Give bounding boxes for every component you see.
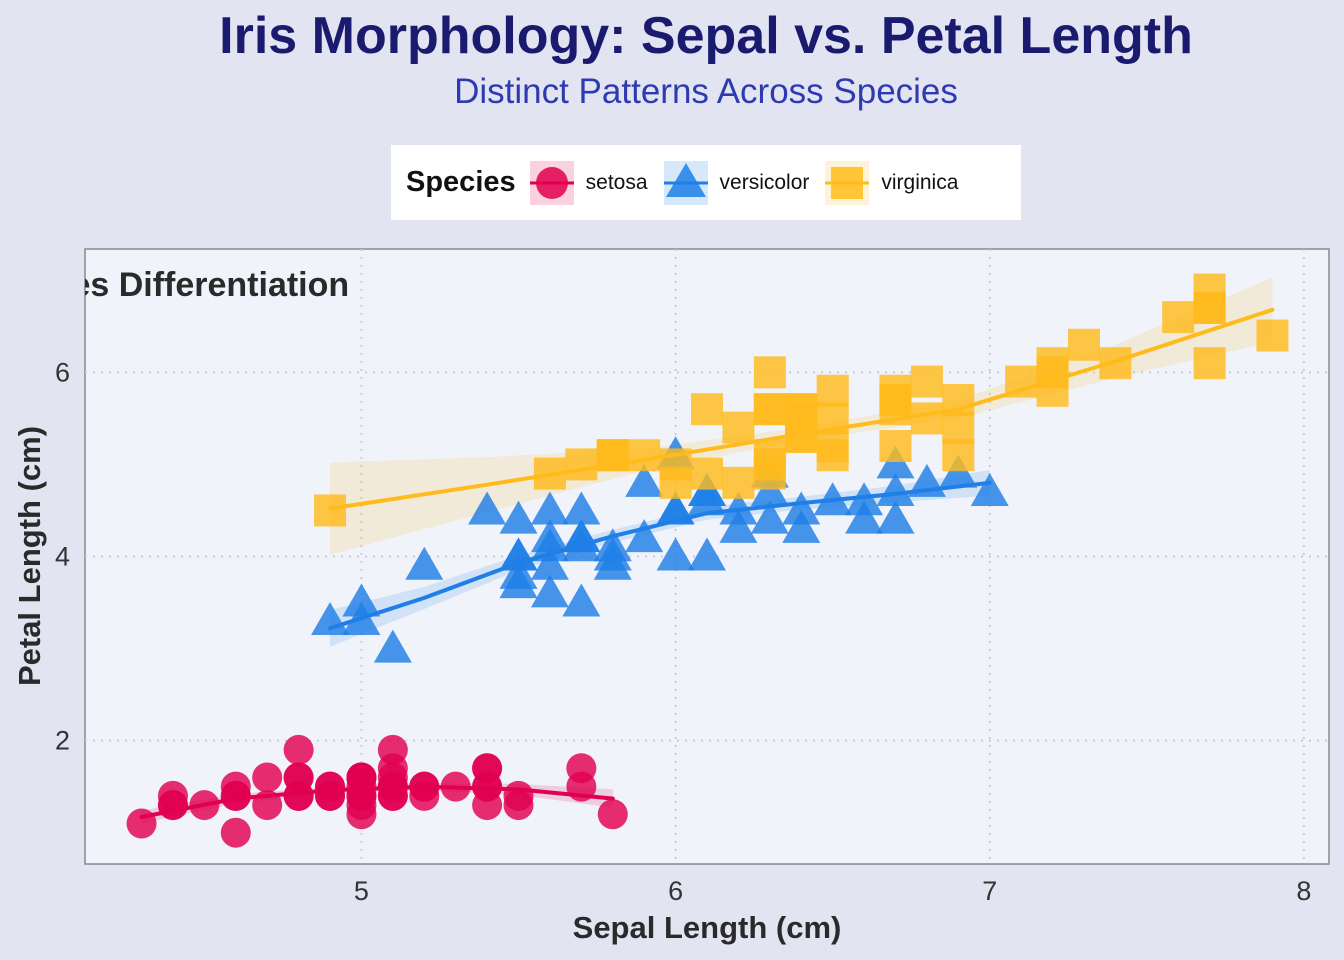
virginica-point bbox=[753, 393, 786, 426]
setosa-point bbox=[283, 734, 314, 765]
versicolor-point bbox=[342, 583, 381, 617]
versicolor-point bbox=[656, 491, 695, 525]
virginica-point bbox=[722, 411, 755, 444]
legend-key-setosa bbox=[529, 160, 574, 205]
versicolor-point bbox=[499, 565, 538, 599]
x-tick-label: 6 bbox=[668, 876, 683, 906]
versicolor-point bbox=[688, 537, 726, 571]
x-tick-label: 7 bbox=[982, 876, 997, 906]
virginica-trend-line bbox=[328, 307, 1275, 511]
virginica-point bbox=[1162, 301, 1195, 334]
setosa-point bbox=[220, 780, 251, 811]
legend-label-virginica: virginica bbox=[881, 170, 959, 194]
setosa-point bbox=[597, 799, 628, 830]
x-axis-label: Sepal Length (cm) bbox=[573, 910, 842, 945]
axis-ticks: 5 6 7 8 2 4 6 bbox=[55, 357, 1311, 906]
virginica-point bbox=[816, 430, 849, 463]
virginica-point bbox=[753, 448, 786, 481]
versicolor-point bbox=[530, 574, 569, 608]
setosa-point bbox=[503, 790, 534, 821]
setosa-trend-line bbox=[139, 784, 615, 819]
versicolor-point bbox=[625, 463, 664, 497]
y-tick-label: 4 bbox=[55, 542, 70, 572]
virginica-point bbox=[691, 457, 723, 490]
virginica-point bbox=[910, 402, 943, 435]
virginica-point bbox=[1256, 319, 1289, 352]
legend-key-virginica bbox=[825, 160, 870, 205]
virginica-point bbox=[879, 430, 912, 463]
virginica-point bbox=[1193, 347, 1226, 380]
versicolor-point bbox=[499, 500, 538, 534]
virginica-point bbox=[722, 466, 755, 499]
virginica-point bbox=[659, 466, 692, 499]
legend-title: Species bbox=[406, 166, 516, 198]
setosa-point bbox=[220, 817, 251, 848]
virginica-point bbox=[785, 402, 818, 435]
chart-subtitle: Distinct Patterns Across Species bbox=[454, 72, 958, 111]
setosa-point bbox=[377, 762, 408, 793]
virginica-point bbox=[879, 383, 912, 416]
versicolor-point bbox=[876, 473, 915, 507]
versicolor-point bbox=[530, 546, 569, 580]
versicolor-point bbox=[970, 473, 1009, 507]
versicolor-point bbox=[876, 500, 915, 534]
virginica-point bbox=[1193, 291, 1226, 324]
y-axis-label: Petal Length (cm) bbox=[12, 426, 47, 686]
virginica-point bbox=[753, 356, 786, 389]
x-tick-label: 5 bbox=[354, 876, 369, 906]
virginica-point bbox=[910, 365, 943, 398]
versicolor-point bbox=[562, 583, 601, 617]
setosa-point bbox=[157, 790, 188, 821]
data-points bbox=[126, 273, 1289, 848]
versicolor-point bbox=[373, 629, 412, 663]
trend-lines bbox=[139, 307, 1275, 819]
versicolor-point bbox=[530, 491, 569, 525]
versicolor-point bbox=[625, 519, 664, 553]
virginica-point bbox=[1067, 328, 1100, 361]
y-tick-label: 6 bbox=[55, 357, 70, 387]
versicolor-point bbox=[750, 500, 789, 534]
setosa-point bbox=[283, 780, 314, 811]
x-tick-label: 8 bbox=[1296, 876, 1311, 906]
versicolor-point bbox=[782, 491, 821, 525]
versicolor-point bbox=[656, 537, 695, 571]
versicolor-point bbox=[468, 491, 507, 525]
virginica-point bbox=[942, 411, 975, 444]
setosa-point bbox=[315, 780, 346, 811]
virginica-point bbox=[942, 439, 975, 472]
setosa-point bbox=[346, 780, 377, 811]
legend-key-versicolor bbox=[663, 160, 708, 205]
versicolor-point bbox=[530, 519, 569, 553]
y-tick-label: 2 bbox=[55, 726, 70, 756]
grid bbox=[85, 249, 1329, 864]
chart-title: Iris Morphology: Sepal vs. Petal Length bbox=[219, 7, 1193, 65]
versicolor-point bbox=[845, 500, 884, 534]
versicolor-point bbox=[593, 537, 632, 571]
setosa-point bbox=[566, 753, 597, 784]
legend-label-versicolor: versicolor bbox=[719, 170, 810, 194]
versicolor-point bbox=[405, 546, 444, 580]
virginica-point bbox=[565, 448, 598, 481]
versicolor-point bbox=[719, 509, 758, 543]
panel-annotation: ies Differentiation bbox=[62, 266, 349, 304]
virginica-point bbox=[691, 393, 723, 426]
versicolor-point bbox=[562, 491, 601, 525]
versicolor-point bbox=[688, 482, 726, 516]
versicolor-point bbox=[782, 509, 821, 543]
virginica-point bbox=[628, 439, 661, 472]
versicolor-trend-line bbox=[328, 480, 992, 631]
legend-label-setosa: setosa bbox=[585, 170, 648, 194]
setosa-point bbox=[252, 762, 283, 793]
legend: Species setosa versicolor virginica bbox=[391, 145, 1021, 220]
virginica-point bbox=[816, 374, 849, 407]
setosa-point bbox=[377, 734, 408, 765]
